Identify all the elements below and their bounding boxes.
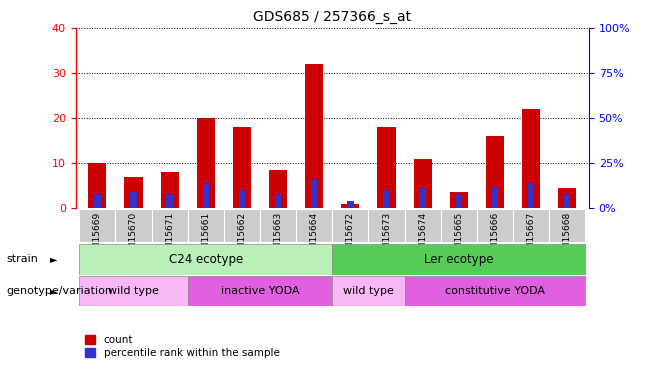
Bar <box>269 170 287 208</box>
Bar <box>332 209 368 242</box>
Bar <box>405 209 441 242</box>
Text: GSM15667: GSM15667 <box>526 211 536 261</box>
Bar <box>224 209 260 242</box>
Bar <box>115 209 151 242</box>
Bar <box>124 177 143 208</box>
Bar <box>405 276 586 306</box>
Bar <box>233 127 251 208</box>
Text: strain: strain <box>7 254 38 264</box>
Bar <box>522 109 540 208</box>
Bar <box>486 136 504 208</box>
Bar <box>311 179 317 208</box>
Text: genotype/variation: genotype/variation <box>7 286 113 296</box>
Text: GSM15671: GSM15671 <box>165 211 174 261</box>
Bar <box>296 209 332 242</box>
Bar <box>151 209 188 242</box>
Bar <box>161 172 179 208</box>
Text: GSM15666: GSM15666 <box>490 211 499 261</box>
Bar <box>203 183 209 208</box>
Bar <box>528 183 534 208</box>
Text: GSM15661: GSM15661 <box>201 211 211 261</box>
Bar <box>549 209 586 242</box>
Bar <box>305 64 323 208</box>
Bar <box>130 192 137 208</box>
Text: GSM15664: GSM15664 <box>310 211 318 261</box>
Text: ►: ► <box>51 254 58 264</box>
Bar <box>513 209 549 242</box>
Bar <box>197 118 215 208</box>
Bar <box>79 244 332 274</box>
Bar <box>455 194 462 208</box>
Bar <box>492 186 498 208</box>
Bar <box>342 204 359 208</box>
Legend: count, percentile rank within the sample: count, percentile rank within the sample <box>81 331 284 362</box>
Bar <box>477 209 513 242</box>
Bar <box>419 188 426 208</box>
Bar <box>188 276 332 306</box>
Text: inactive YODA: inactive YODA <box>220 286 299 296</box>
Bar <box>94 194 101 208</box>
Bar <box>79 209 115 242</box>
Text: Ler ecotype: Ler ecotype <box>424 253 494 266</box>
Text: GSM15674: GSM15674 <box>418 211 427 261</box>
Text: GSM15673: GSM15673 <box>382 211 391 261</box>
Bar <box>347 201 353 208</box>
Bar <box>558 188 576 208</box>
Bar <box>260 209 296 242</box>
Text: GSM15662: GSM15662 <box>238 211 247 261</box>
Text: wild type: wild type <box>343 286 394 296</box>
Bar <box>239 190 245 208</box>
Text: GSM15665: GSM15665 <box>454 211 463 261</box>
Bar <box>378 127 395 208</box>
Text: constitutive YODA: constitutive YODA <box>445 286 545 296</box>
Text: GSM15670: GSM15670 <box>129 211 138 261</box>
Bar <box>188 209 224 242</box>
Text: wild type: wild type <box>108 286 159 296</box>
Text: ►: ► <box>51 286 58 296</box>
Bar <box>166 194 173 208</box>
Bar <box>332 276 405 306</box>
Text: GSM15663: GSM15663 <box>274 211 282 261</box>
Bar <box>383 190 390 208</box>
Text: C24 ecotype: C24 ecotype <box>168 253 243 266</box>
Bar <box>275 194 282 208</box>
Title: GDS685 / 257366_s_at: GDS685 / 257366_s_at <box>253 10 411 24</box>
Text: GSM15668: GSM15668 <box>563 211 572 261</box>
Bar <box>368 209 405 242</box>
Text: GSM15669: GSM15669 <box>93 211 102 261</box>
Bar <box>88 163 107 208</box>
Bar <box>450 192 468 208</box>
Text: GSM15672: GSM15672 <box>346 211 355 261</box>
Bar <box>564 194 570 208</box>
Bar <box>414 159 432 208</box>
Bar <box>79 276 188 306</box>
Bar <box>332 244 586 274</box>
Bar <box>441 209 477 242</box>
